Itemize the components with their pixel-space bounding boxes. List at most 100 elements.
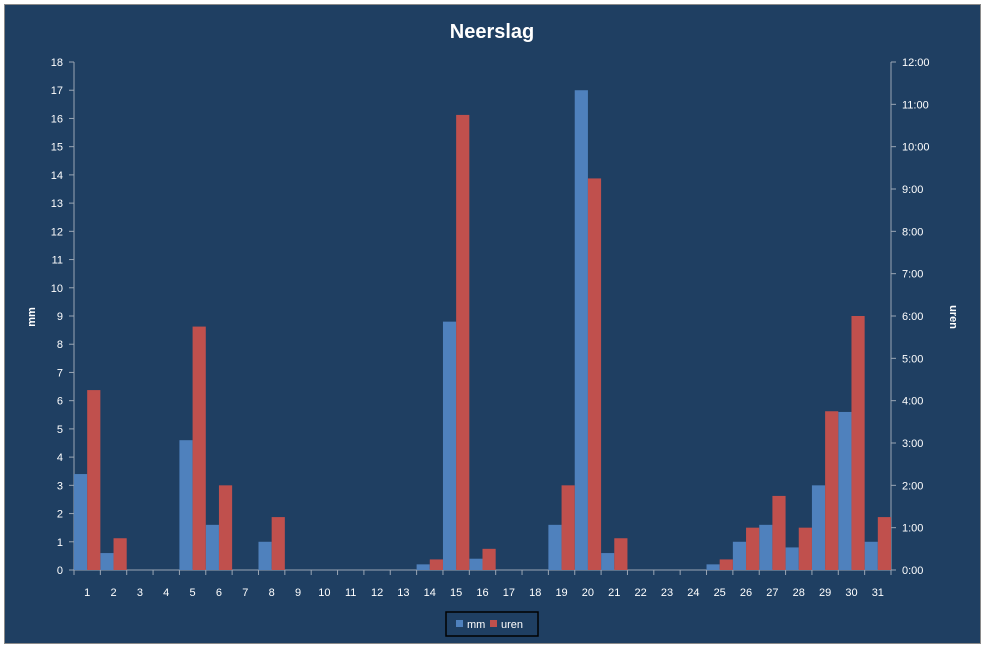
y-tick-label: 16 [51,113,63,125]
y-tick-label: 9 [57,311,63,323]
y2-tick-label: 5:00 [902,353,923,365]
y-axis-label: mm [26,307,38,327]
chart-frame: Neerslag mm uren 0 1 2 3 4 5 6 7 8 9 10 11 12 13 14 15 1… [4,4,981,644]
bar-uren [456,114,470,571]
bar-uren [877,517,891,570]
y2-tick-label: 9:00 [902,184,923,196]
bar-mm [469,558,483,570]
x-tick-label: 10 [318,587,330,599]
bar-mm [601,553,615,570]
bar-mm [442,321,457,570]
x-tick-label: 12 [371,587,383,599]
y-tick-label: 18 [51,57,63,69]
x-tick-label: 29 [819,587,831,599]
bar-uren [429,559,443,570]
bar-mm [574,90,588,570]
x-tick-label: 30 [845,587,857,599]
y-tick-label: 3 [57,480,63,492]
y-tick-label: 12 [51,226,63,238]
bar-mm [548,524,562,570]
x-tick-label: 11 [345,587,356,599]
y-tick-label: 15 [51,142,63,154]
x-tick-label: 8 [269,587,275,599]
legend: mm uren [445,611,539,637]
bar-uren [271,517,285,570]
x-tick-label: 14 [424,587,436,599]
bar-mm [785,547,799,570]
y2-tick-label: 4:00 [902,396,923,408]
y2-tick-label: 8:00 [902,226,923,238]
y2-tick-label: 2:00 [902,480,923,492]
bar-uren [614,538,628,570]
y2-tick-label: 11:00 [902,99,929,111]
y-tick-label: 6 [57,396,63,408]
x-tick-label: 19 [555,587,567,599]
x-tick-label: 7 [242,587,248,599]
chart-title: Neerslag [450,21,535,43]
y2-tick-label: 10:00 [902,142,930,154]
bar-mm [258,541,272,570]
x-tick-label: 20 [582,587,594,599]
bar-mm [864,541,878,570]
y-tick-label: 1 [57,537,63,549]
y-tick-label: 11 [52,255,63,267]
y2-tick-label: 1:00 [902,523,923,535]
x-tick-label: 21 [608,587,620,599]
bar-uren [87,390,101,570]
x-tick-label: 16 [476,587,488,599]
x-tick-label: 22 [635,587,647,599]
legend-swatch-mm [456,620,463,627]
x-tick-label: 5 [190,587,196,599]
y-tick-label: 4 [57,452,63,464]
bar-uren [561,485,575,570]
x-tick-label: 3 [137,587,143,599]
y-tick-label: 14 [51,170,63,182]
chart-svg: Neerslag mm uren 01234567891011121314151… [26,21,959,637]
y-tick-label: 0 [57,565,63,577]
bar-uren [192,326,206,570]
y-tick-label: 8 [57,339,63,351]
y2-tick-label: 6:00 [902,311,923,323]
bar-uren [218,485,233,570]
bar-uren [772,495,786,570]
x-tick-label: 9 [295,587,301,599]
x-tick-label: 2 [110,587,116,599]
legend-label-mm: mm [467,619,485,631]
y-tick-label: 10 [51,283,63,295]
bar-mm [179,440,193,570]
x-tick-label: 25 [714,587,726,599]
plot-area: 01234567891011121314151617180:001:002:00… [51,57,930,599]
bar-uren [587,178,602,570]
y2-tick-label: 0:00 [902,565,923,577]
y-tick-label: 5 [57,424,63,436]
y-tick-label: 13 [51,198,63,210]
bar-uren [719,559,733,570]
x-tick-label: 31 [872,587,884,599]
bar-uren [113,538,127,570]
x-tick-label: 27 [766,587,778,599]
y2-tick-label: 7:00 [902,269,923,281]
x-tick-label: 24 [687,587,699,599]
bar-mm [205,524,219,570]
x-tick-label: 23 [661,587,673,599]
y2-tick-label: 12:00 [902,57,930,69]
y-tick-label: 2 [57,509,63,521]
bar-mm [706,564,720,570]
bar-mm [759,524,773,570]
x-tick-label: 18 [529,587,541,599]
bar-mm [100,553,114,570]
bar-mm [838,411,852,570]
x-tick-label: 15 [450,587,462,599]
x-tick-label: 6 [216,587,222,599]
bar-uren [825,411,839,570]
bar-mm [811,485,826,570]
y-tick-label: 7 [57,367,63,379]
bar-mm [74,474,88,570]
x-tick-label: 28 [793,587,805,599]
y2-axis-label: uren [947,305,959,329]
x-tick-label: 4 [163,587,169,599]
x-tick-label: 13 [397,587,409,599]
legend-swatch-uren [490,620,497,627]
y-tick-label: 17 [51,85,63,97]
bar-uren [851,316,865,570]
